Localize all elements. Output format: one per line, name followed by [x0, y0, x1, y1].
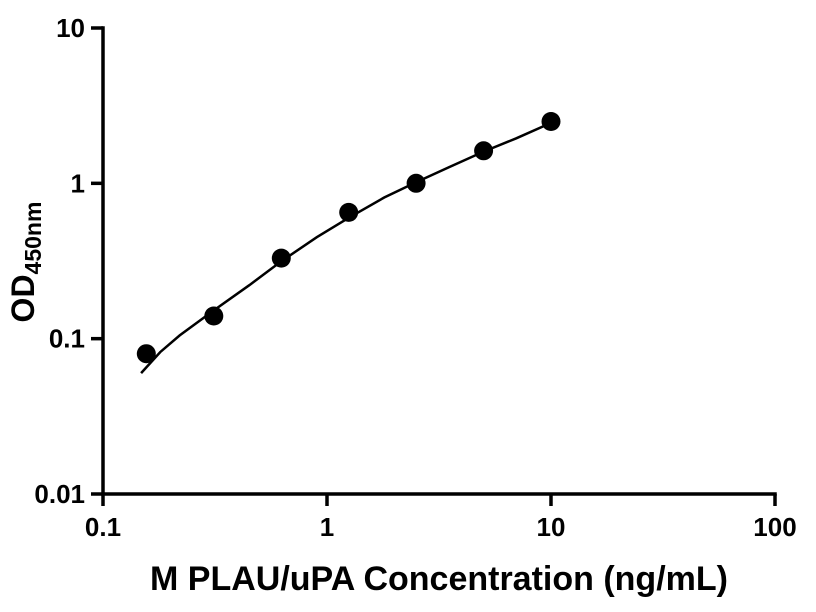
x-tick-label: 0.1 — [85, 512, 121, 542]
data-point-marker — [406, 173, 426, 193]
data-points-group — [136, 112, 561, 364]
data-point-marker — [474, 141, 494, 161]
data-point-marker — [541, 112, 561, 131]
y-axis-title-main: OD — [5, 274, 41, 322]
y-tick-label: 10 — [56, 13, 85, 43]
y-tick-label: 1 — [71, 168, 85, 198]
fit-curve-group — [140, 121, 552, 374]
data-point-marker — [204, 306, 224, 326]
y-tick-label: 0.01 — [34, 479, 85, 509]
x-tick-label: 1 — [320, 512, 334, 542]
y-axis-title: OD450nm — [5, 202, 46, 323]
fit-curve-path — [140, 121, 552, 374]
y-tick-label: 0.1 — [49, 324, 85, 354]
x-tick-label: 100 — [753, 512, 796, 542]
x-tick-label: 10 — [537, 512, 566, 542]
data-point-marker — [339, 202, 359, 222]
y-axis-title-subscript: 450nm — [20, 202, 46, 275]
data-point-marker — [136, 344, 156, 364]
x-axis-title: M PLAU/uPA Concentration (ng/mL) — [150, 560, 728, 598]
axis-lines — [101, 26, 777, 496]
data-point-marker — [271, 248, 291, 268]
